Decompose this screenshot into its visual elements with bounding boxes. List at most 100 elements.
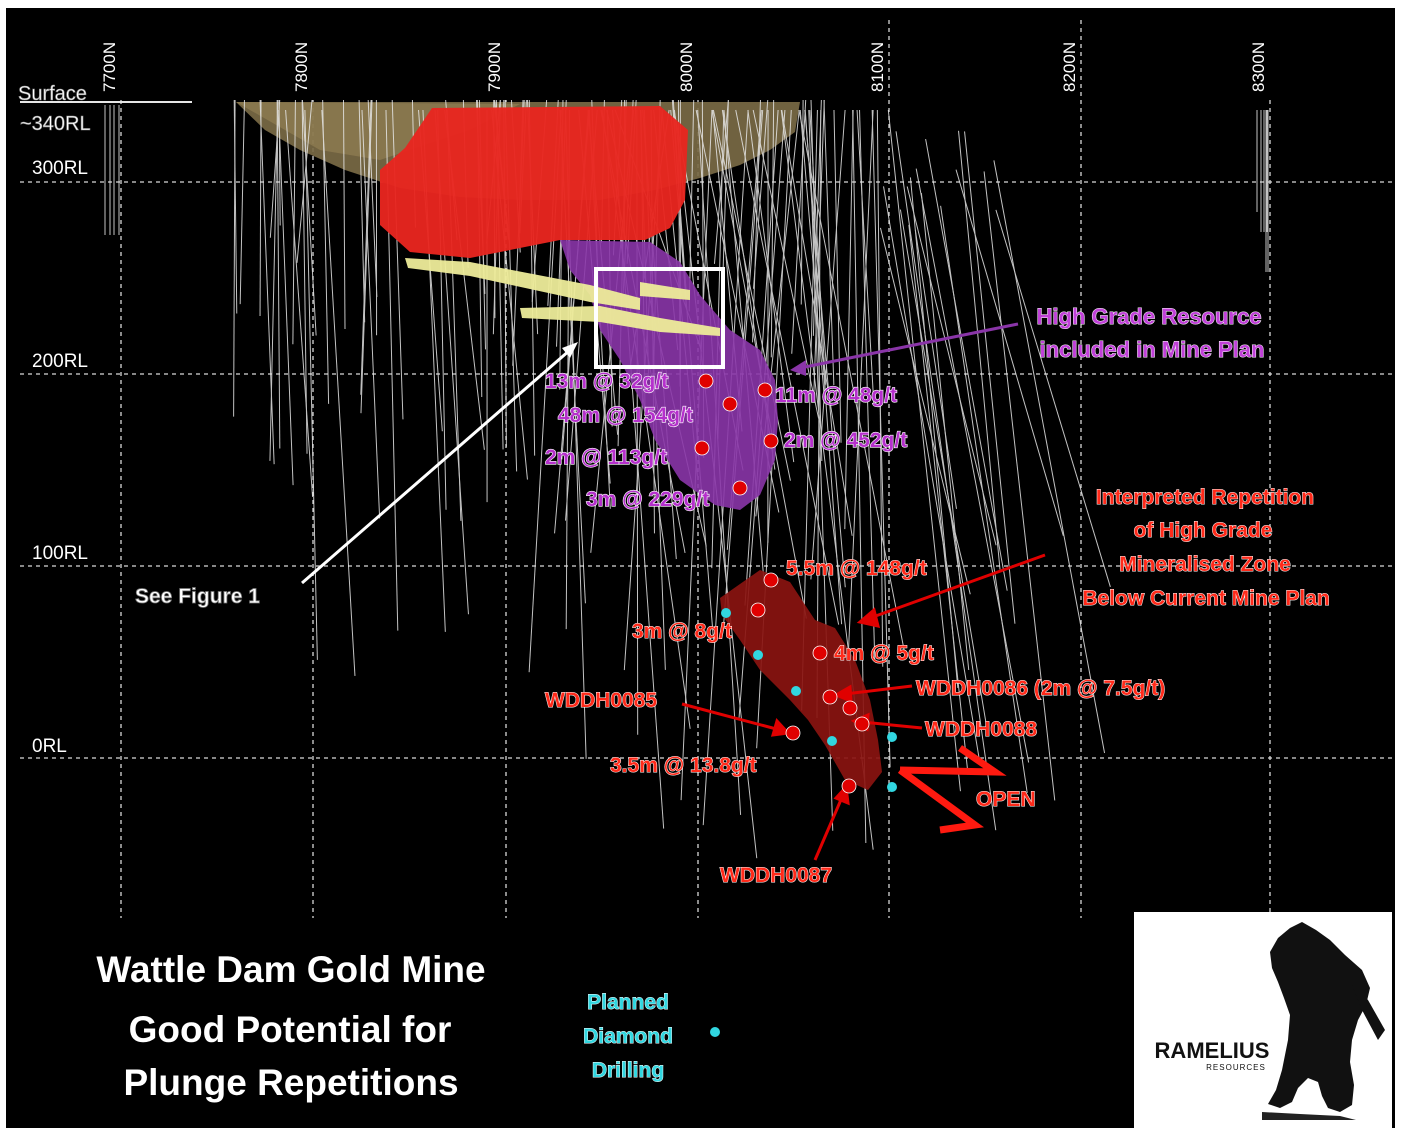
drill-trace bbox=[292, 99, 296, 345]
interpreted-pointer bbox=[869, 553, 1046, 620]
intercept-label: 3m @ 229g/t bbox=[586, 488, 709, 511]
northing-gridlines bbox=[120, 20, 1271, 918]
svg-text:Interpreted Repetition: Interpreted Repetition bbox=[1096, 486, 1314, 509]
drill-trace bbox=[914, 229, 957, 509]
intercept-label: 5.5m @ 148g/t bbox=[786, 557, 927, 580]
drill-trace bbox=[983, 171, 1056, 801]
drill-trace bbox=[360, 99, 372, 395]
drill-trace bbox=[908, 224, 969, 775]
drill-trace bbox=[276, 99, 281, 449]
drill-trace bbox=[239, 99, 245, 305]
northing-label: 7700N bbox=[100, 42, 119, 92]
drill-trace bbox=[899, 209, 987, 725]
planned-dot bbox=[887, 782, 897, 792]
see-figure-arrow-head bbox=[562, 342, 578, 358]
drill-trace bbox=[713, 99, 729, 264]
drill-trace bbox=[883, 186, 981, 764]
northing-label: 8200N bbox=[1060, 42, 1079, 92]
title-line: Good Potential for bbox=[129, 1009, 452, 1050]
planned-drill-dots bbox=[721, 608, 897, 792]
level-label-100rl: 100RL bbox=[32, 543, 88, 564]
drill-trace bbox=[259, 99, 275, 465]
hole-label-wddh0088: WDDH0088 bbox=[925, 718, 1037, 741]
drill-trace bbox=[301, 99, 317, 336]
intercept-label: 2m @ 452g/t bbox=[784, 429, 907, 452]
intercept-dot bbox=[757, 382, 773, 398]
drill-trace bbox=[964, 131, 1016, 624]
drill-trace bbox=[304, 109, 318, 660]
planned-dot bbox=[887, 732, 897, 742]
planned-drilling-legend: Planned Diamond Drilling bbox=[583, 991, 674, 1083]
drill-trace bbox=[876, 109, 884, 667]
drill-trace bbox=[285, 109, 314, 497]
planned-dot bbox=[827, 736, 837, 746]
hole-label-wddh0086: WDDH0086 (2m @ 7.5g/t) bbox=[916, 677, 1165, 700]
drill-trace bbox=[856, 109, 875, 405]
northing-label: 8300N bbox=[1249, 42, 1268, 92]
drill-trace bbox=[813, 99, 825, 392]
intercept-dot bbox=[698, 373, 714, 389]
yellow-development-drives bbox=[405, 258, 720, 336]
red-orebody bbox=[380, 106, 688, 258]
ramelius-logo: RAMELIUS RESOURCES bbox=[1134, 912, 1392, 1128]
see-figure-arrow-line bbox=[301, 348, 571, 585]
drill-trace bbox=[391, 99, 404, 420]
drill-trace bbox=[781, 109, 853, 536]
intercept-label: 4m @ 5g/t bbox=[834, 642, 934, 665]
drill-trace bbox=[301, 99, 308, 454]
high-grade-pointer-head bbox=[790, 360, 806, 376]
open-arrow bbox=[897, 745, 1007, 834]
svg-text:Below Current Mine Plan: Below Current Mine Plan bbox=[1082, 587, 1329, 610]
drill-trace bbox=[361, 109, 381, 519]
drill-trace bbox=[342, 99, 346, 330]
intercept-label: 2m @ 113g/t bbox=[545, 446, 667, 469]
svg-text:~340RL: ~340RL bbox=[20, 113, 91, 135]
intercept-dot bbox=[785, 725, 801, 741]
planned-dot bbox=[753, 650, 763, 660]
drill-trace bbox=[895, 131, 997, 831]
northing-label: 7800N bbox=[292, 42, 311, 92]
hole-label-wddh0087: WDDH0087 bbox=[720, 864, 832, 887]
legend-line: Drilling bbox=[592, 1059, 664, 1082]
drill-trace bbox=[321, 109, 356, 676]
drill-trace bbox=[770, 99, 775, 358]
high-grade-label: High Grade Resource included in Mine Pla… bbox=[1036, 304, 1265, 363]
drill-trace bbox=[322, 99, 330, 404]
intercept-dot bbox=[842, 700, 858, 716]
legend-line: Planned bbox=[587, 991, 669, 1014]
drill-trace bbox=[810, 109, 846, 580]
northing-label: 8100N bbox=[868, 42, 887, 92]
figure-1-box bbox=[594, 267, 725, 369]
wddh0088-pointer bbox=[861, 720, 923, 730]
drill-trace bbox=[925, 138, 1008, 591]
drill-trace bbox=[233, 99, 236, 417]
drill-trace bbox=[871, 109, 891, 768]
drill-trace bbox=[993, 160, 1106, 754]
northing-labels: 7700N 7800N 7900N 8000N 8100N 8200N 8300… bbox=[100, 42, 1268, 92]
drill-trace bbox=[752, 99, 769, 289]
wddh0085-pointer bbox=[681, 702, 781, 732]
level-label-0rl: 0RL bbox=[32, 736, 67, 757]
drill-trace bbox=[809, 109, 826, 385]
drill-trace bbox=[823, 99, 835, 386]
wddh0086-pointer bbox=[844, 684, 913, 696]
drill-trace bbox=[879, 227, 971, 595]
drill-trace bbox=[940, 205, 1028, 794]
intercept-label: 13m @ 32g/t bbox=[545, 370, 668, 393]
intercept-dot bbox=[732, 480, 748, 496]
logo-subtitle: RESOURCES bbox=[1206, 1063, 1266, 1072]
intercept-dot bbox=[841, 778, 857, 794]
drill-trace bbox=[735, 109, 840, 625]
wddh0087-pointer bbox=[813, 794, 845, 861]
svg-text:Mineralised Zone: Mineralised Zone bbox=[1119, 553, 1291, 576]
diagram-title: Wattle Dam Gold Mine Good Potential for … bbox=[96, 949, 485, 1103]
intercept-dot bbox=[763, 572, 779, 588]
drill-trace bbox=[906, 186, 997, 546]
lower-intercept-labels: 5.5m @ 148g/t 3m @ 8g/t 4m @ 5g/t 3.5m @… bbox=[610, 557, 935, 778]
interpreted-repetition-label: Interpreted Repetition of High Grade Min… bbox=[1082, 486, 1330, 611]
drill-trace bbox=[955, 169, 1064, 536]
level-label-300rl: 300RL bbox=[32, 158, 88, 179]
hole-label-wddh0085: WDDH0085 bbox=[545, 689, 657, 712]
intercept-dot bbox=[750, 602, 766, 618]
